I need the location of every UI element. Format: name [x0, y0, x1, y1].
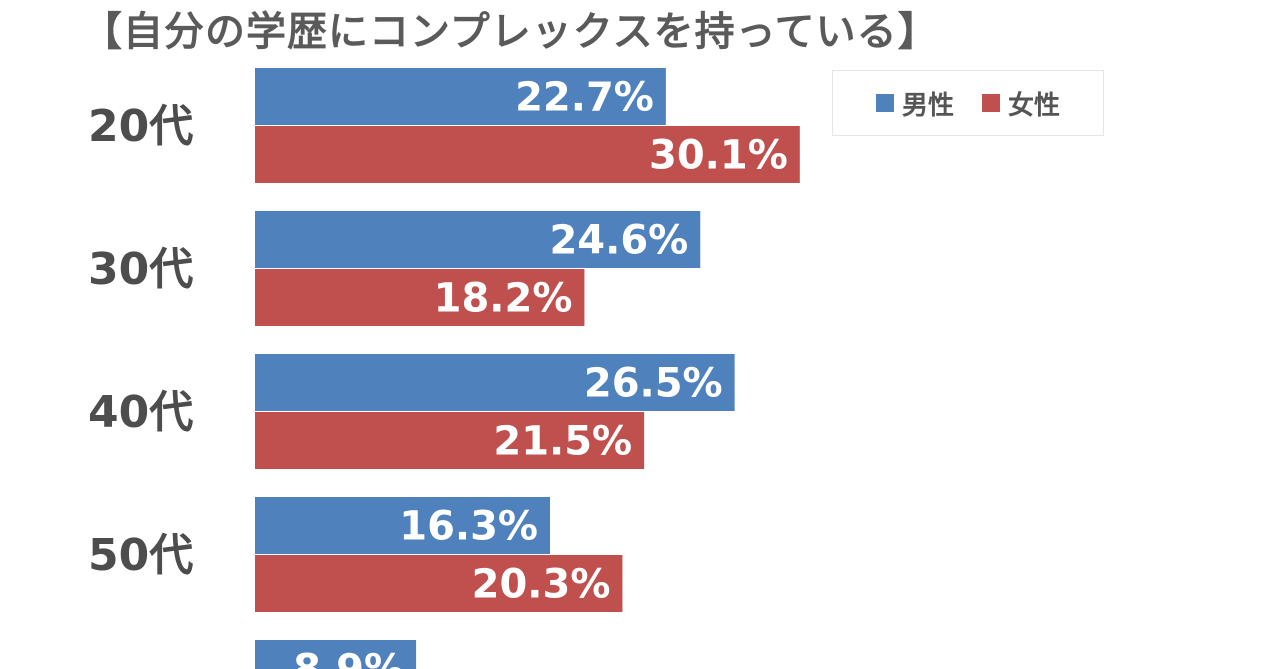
- bar-male-0: [255, 68, 666, 125]
- data-label-male-2: 26.5%: [584, 361, 723, 407]
- data-label-male-4: 8.9%: [293, 647, 404, 669]
- data-label-female-2: 21.5%: [493, 419, 632, 465]
- legend-swatch-male: [875, 94, 894, 112]
- category-label-2: 40代: [88, 387, 193, 438]
- bar-male-4: [255, 640, 417, 669]
- data-label-male-1: 24.6%: [549, 218, 688, 264]
- data-label-female-1: 18.2%: [434, 276, 573, 322]
- legend-item-male: 男性: [875, 85, 954, 122]
- legend-item-female: 女性: [982, 85, 1060, 122]
- legend-label-male: 男性: [901, 90, 954, 121]
- chart-title: 【自分の学歴にコンプレックスを持っている】: [82, 9, 939, 55]
- data-label-male-3: 16.3%: [399, 504, 538, 550]
- data-label-female-3: 20.3%: [472, 562, 611, 608]
- bar-male-1: [255, 211, 701, 268]
- category-label-0: 20代: [88, 101, 193, 152]
- bar-male-3: [255, 497, 551, 554]
- legend: 男性 女性: [832, 70, 1104, 136]
- category-label-1: 30代: [88, 244, 193, 295]
- legend-swatch-female: [982, 94, 1000, 112]
- legend-label-female: 女性: [1008, 90, 1061, 121]
- bar-male-2: [255, 354, 735, 411]
- data-label-female-0: 30.1%: [649, 133, 788, 179]
- bar-female-0: [255, 126, 800, 183]
- data-label-male-0: 22.7%: [515, 75, 654, 121]
- category-label-3: 50代: [88, 530, 193, 581]
- bar-female-1: [255, 269, 585, 326]
- bar-female-2: [255, 412, 645, 469]
- bar-female-3: [255, 555, 623, 612]
